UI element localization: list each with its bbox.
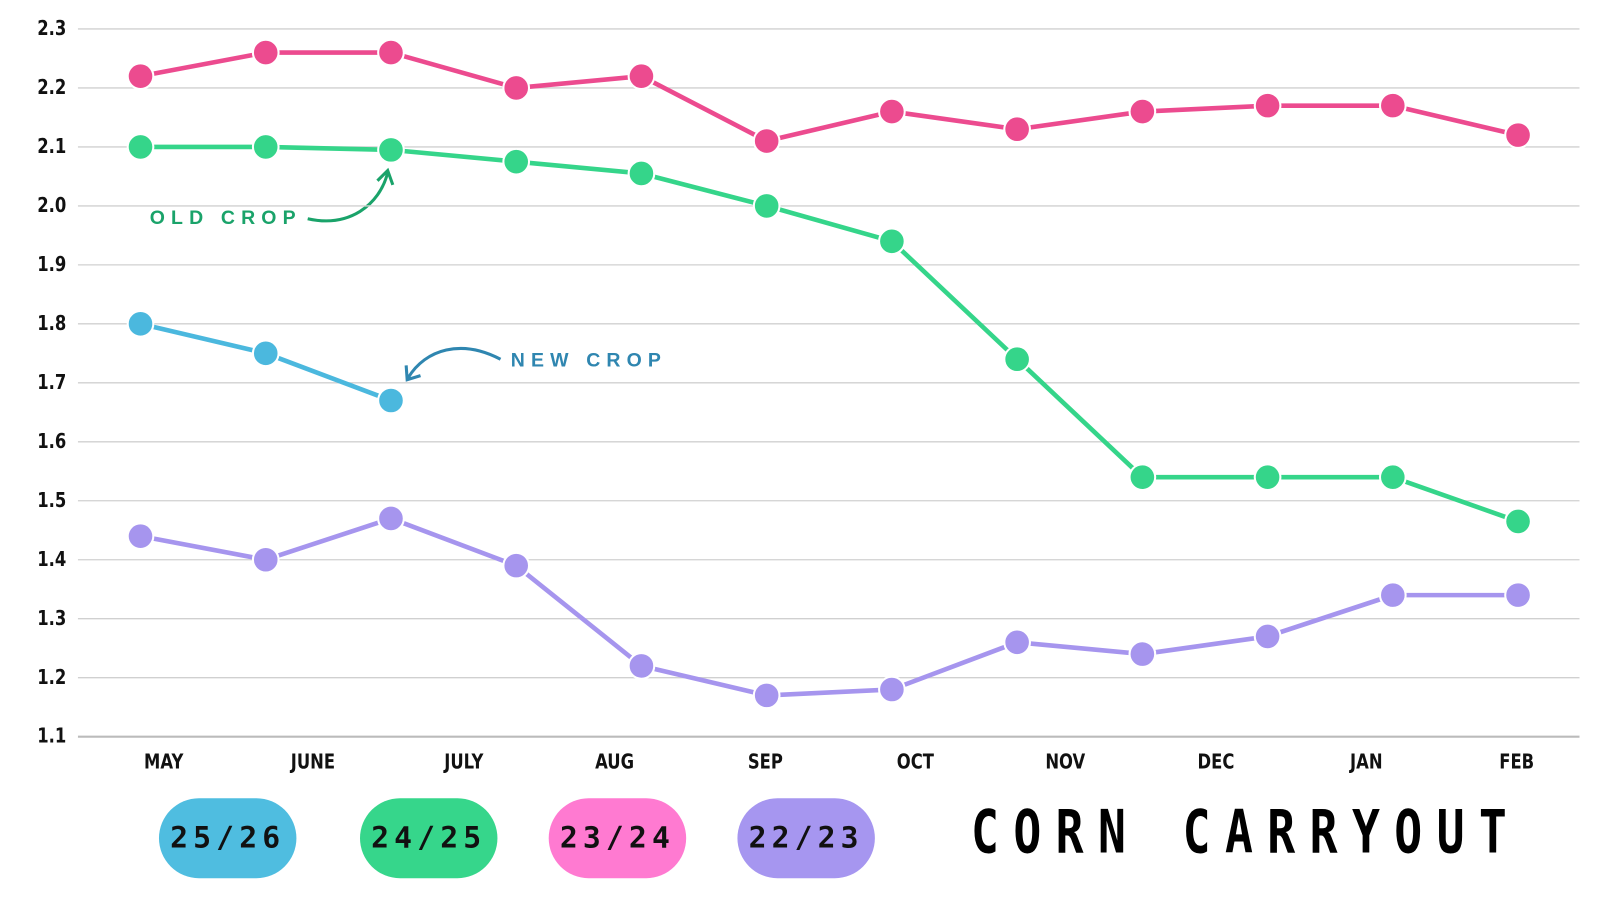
- data-point: [251, 545, 280, 574]
- x-tick-label: DEC: [1198, 751, 1235, 774]
- x-tick-label: JULY: [442, 751, 483, 774]
- x-tick-label: MAY: [144, 751, 184, 774]
- data-point: [377, 386, 405, 415]
- data-point: [878, 675, 906, 704]
- data-point: [126, 309, 155, 338]
- data-point: [377, 504, 405, 533]
- y-tick-label: 1.1: [37, 725, 66, 748]
- x-tick-label: AUG: [595, 751, 634, 774]
- data-point: [1504, 581, 1532, 609]
- data-point: [377, 136, 405, 164]
- data-point: [1128, 463, 1157, 492]
- x-tick-label: SEP: [748, 751, 783, 774]
- annotation-arrow: [307, 167, 395, 223]
- series-line: [140, 144, 1519, 524]
- y-tick-label: 1.5: [37, 489, 66, 512]
- data-point: [1003, 345, 1031, 374]
- data-point: [1378, 581, 1407, 609]
- data-point: [251, 133, 280, 161]
- data-point: [878, 227, 906, 256]
- data-point: [1504, 507, 1532, 536]
- x-tick-label: NOV: [1045, 751, 1085, 774]
- data-point: [502, 551, 531, 580]
- data-point: [752, 681, 781, 710]
- chart-title: CORN CARRYOUT: [971, 797, 1521, 867]
- data-point: [627, 159, 656, 188]
- legend-label: 23/24: [560, 821, 675, 856]
- data-point: [1504, 121, 1532, 149]
- data-point: [627, 652, 656, 680]
- y-tick-label: 1.7: [37, 371, 66, 394]
- legend-label: 24/25: [371, 821, 486, 856]
- legend-swatch: [158, 798, 297, 879]
- legend-swatch: [548, 798, 687, 879]
- y-tick-label: 1.8: [37, 312, 66, 335]
- annotation: NEW CROP: [511, 349, 667, 371]
- data-point: [126, 62, 155, 90]
- data-point: [251, 339, 280, 368]
- data-point: [126, 133, 155, 161]
- legend-swatch: [737, 798, 875, 879]
- series-line: [140, 516, 1519, 698]
- data-point: [1378, 91, 1407, 120]
- data-point: [1128, 97, 1157, 126]
- x-tick-label: FEB: [1499, 751, 1534, 774]
- legend-label: 25/26: [170, 821, 285, 856]
- legend-label: 22/23: [749, 821, 864, 856]
- data-point: [126, 522, 155, 550]
- y-tick-label: 1.4: [37, 548, 66, 571]
- data-point: [627, 62, 656, 90]
- data-point: [752, 127, 781, 155]
- y-tick-label: 1.3: [37, 607, 66, 630]
- data-point: [878, 97, 906, 126]
- legend-swatch: [360, 798, 498, 879]
- x-tick-label: JAN: [1348, 751, 1382, 774]
- y-tick-label: 2.0: [37, 194, 66, 217]
- data-point: [1253, 91, 1282, 120]
- y-tick-label: 1.9: [37, 253, 66, 276]
- data-point: [1253, 622, 1282, 651]
- data-point: [1128, 640, 1157, 668]
- y-tick-label: 2.1: [37, 135, 66, 158]
- data-point: [502, 74, 531, 102]
- data-point: [752, 192, 781, 220]
- x-tick-label: JUNE: [289, 751, 335, 774]
- data-point: [1378, 463, 1407, 492]
- y-tick-label: 1.2: [37, 666, 66, 689]
- data-point: [1253, 463, 1282, 492]
- data-point: [377, 38, 405, 67]
- data-point: [1003, 628, 1031, 657]
- annotation: OLD CROP: [150, 207, 302, 229]
- grid: [77, 28, 1580, 738]
- annotation-arrow: [404, 346, 502, 382]
- data-point: [502, 147, 531, 176]
- data-point: [1003, 115, 1031, 144]
- y-tick-label: 1.6: [37, 430, 66, 453]
- y-tick-label: 2.2: [37, 76, 66, 99]
- x-tick-label: OCT: [897, 751, 934, 774]
- data-point: [251, 38, 280, 67]
- y-tick-label: 2.3: [37, 17, 66, 40]
- series-line: [140, 50, 1519, 144]
